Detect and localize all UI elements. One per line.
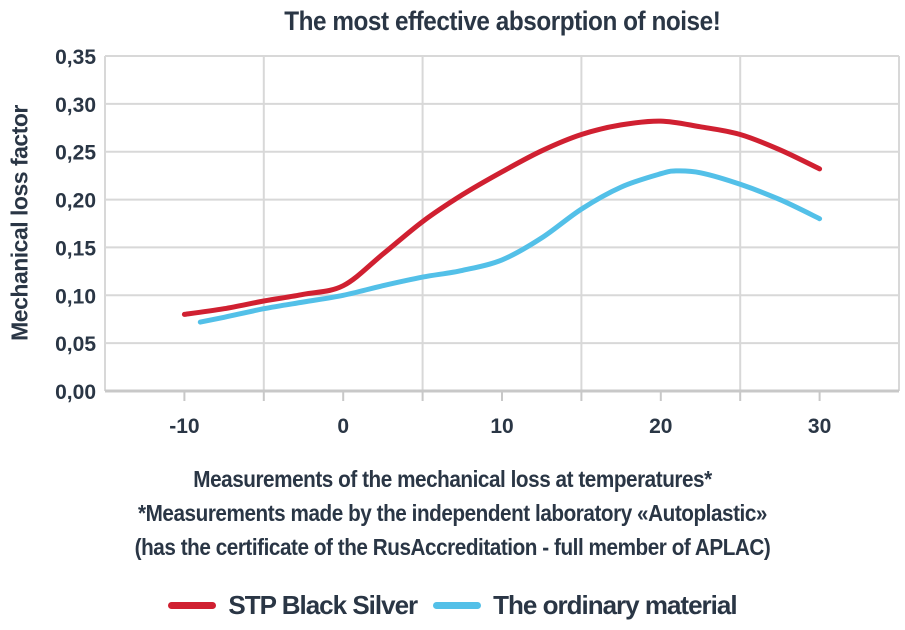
x-tick-label: -10 — [169, 415, 199, 438]
y-tick-label: 0,10 — [55, 285, 96, 308]
series-line-0 — [181, 118, 823, 317]
line-chart-canvas: 0,00 0,05 0,10 0,15 0,20 0,25 0,30 0,35 -10 0 10 20… — [55, 46, 900, 438]
x-axis-caption: Measurements of the mechanical loss at t… — [193, 466, 712, 492]
footnote-line-2: (has the certificate of the RusAccredita… — [134, 534, 771, 560]
legend-item-ordinary-material: The ordinary material — [433, 589, 738, 621]
caption-block: Measurements of the mechanical loss at t… — [45, 462, 860, 564]
legend-item-stp-black-silver: STP Black Silver — [168, 589, 418, 621]
x-tick-label: 10 — [490, 415, 513, 438]
y-tick-label: 0,00 — [55, 381, 96, 404]
y-tick-label: 0,20 — [55, 190, 96, 213]
y-tick-label: 0,25 — [55, 142, 96, 165]
legend-swatch-blue — [433, 601, 482, 609]
legend: STP Black Silver The ordinary material — [0, 586, 905, 624]
chart-title-text: The most effective absorption of noise! — [283, 6, 721, 36]
legend-swatch-red — [168, 601, 217, 609]
legend-label-ordinary-material: The ordinary material — [493, 589, 737, 620]
chart-title: The most effective absorption of noise! — [105, 4, 899, 38]
x-tick-label: 0 — [337, 415, 349, 438]
x-tick-label: 20 — [649, 415, 672, 438]
y-tick-label: 0,35 — [55, 46, 96, 69]
y-tick-label: 0,05 — [55, 333, 96, 356]
series-line-1 — [197, 168, 823, 325]
y-tick-label: 0,30 — [55, 94, 96, 117]
legend-label-stp-black-silver: STP Black Silver — [228, 589, 418, 620]
y-tick-label: 0,15 — [55, 237, 96, 260]
footnote-line-1: *Measurements made by the independent la… — [138, 500, 767, 526]
x-tick-label: 30 — [808, 415, 831, 438]
